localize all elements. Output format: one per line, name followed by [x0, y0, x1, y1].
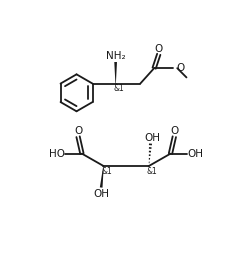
Text: O: O — [170, 126, 178, 136]
Text: &1: &1 — [146, 167, 157, 176]
Polygon shape — [114, 62, 117, 84]
Text: OH: OH — [187, 149, 203, 159]
Text: HO: HO — [49, 149, 65, 159]
Text: NH₂: NH₂ — [106, 51, 126, 61]
Text: O: O — [74, 126, 82, 136]
Polygon shape — [100, 166, 104, 188]
Text: OH: OH — [144, 133, 160, 143]
Text: O: O — [176, 63, 185, 73]
Text: &1: &1 — [101, 167, 112, 176]
Text: O: O — [155, 44, 163, 54]
Text: OH: OH — [93, 189, 109, 199]
Text: &1: &1 — [113, 84, 124, 93]
